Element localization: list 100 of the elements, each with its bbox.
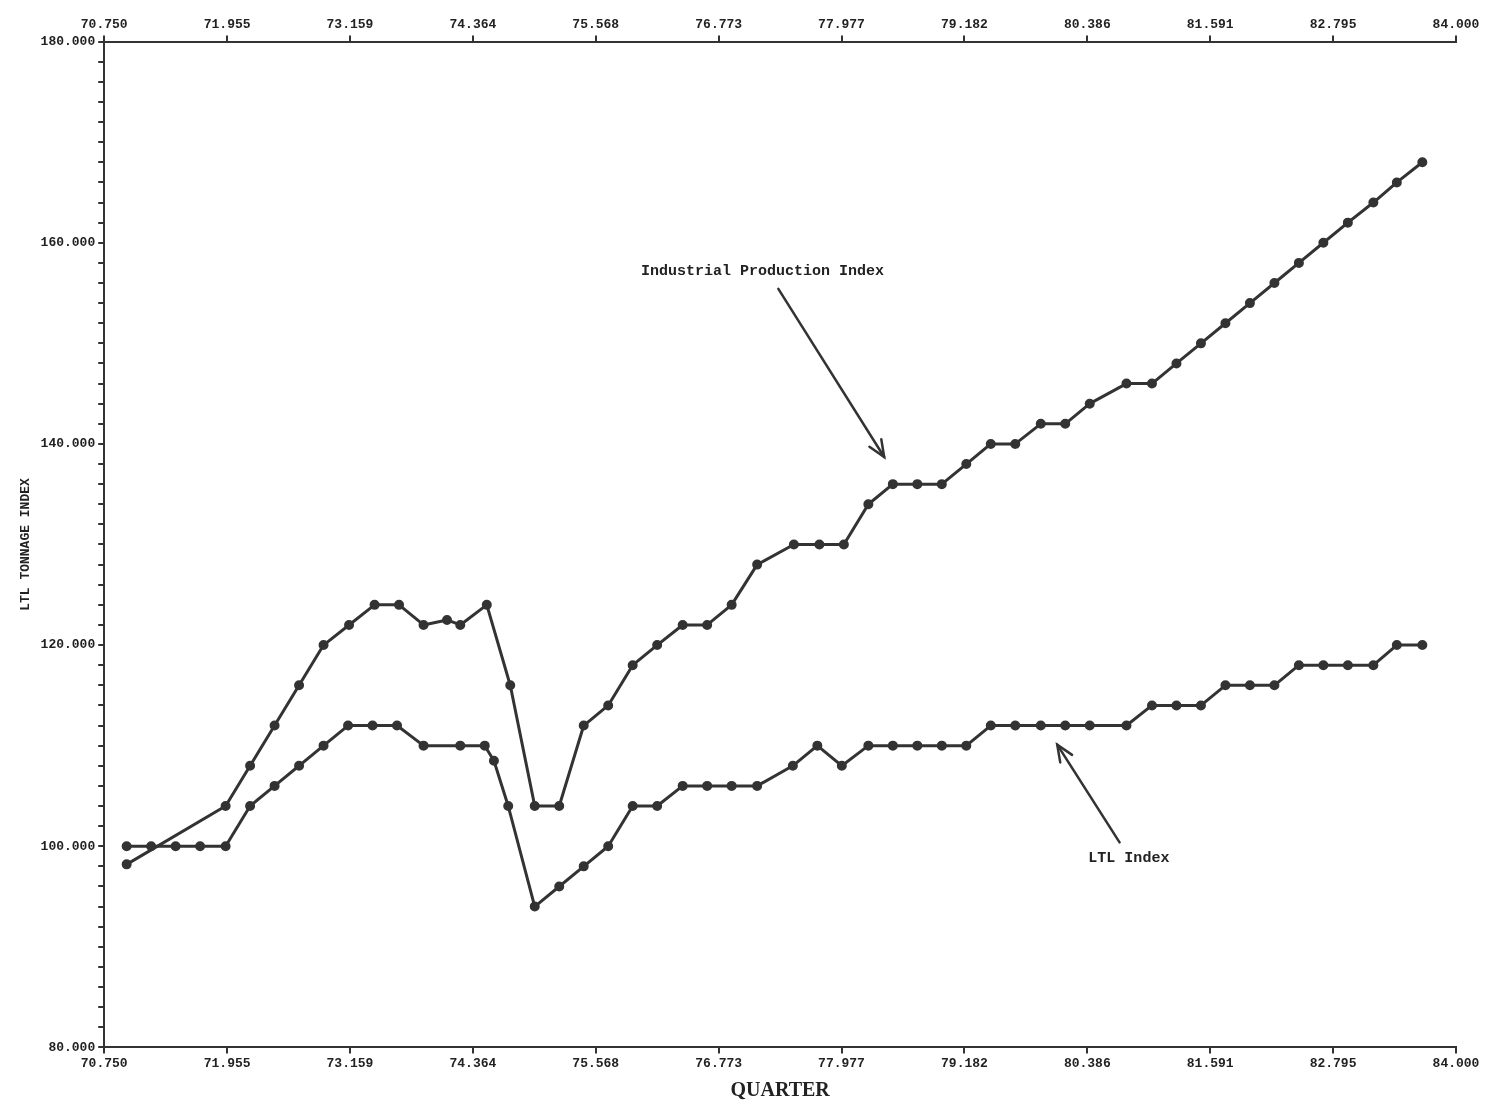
point [529, 901, 540, 912]
point [245, 801, 256, 812]
point [392, 720, 403, 731]
point [1195, 338, 1206, 349]
point [912, 740, 923, 751]
point [702, 780, 713, 791]
x2-tick-label: 73.159 [326, 17, 374, 33]
point [269, 720, 280, 731]
point [1171, 700, 1182, 711]
point [418, 740, 429, 751]
x-tick-label: 73.159 [326, 1056, 374, 1072]
point [836, 760, 847, 771]
point [1391, 177, 1402, 188]
point [677, 780, 688, 791]
point [752, 559, 763, 570]
x-tick-label: 75.568 [572, 1056, 620, 1072]
point [1084, 398, 1095, 409]
point [863, 740, 874, 751]
x2-tick-label: 71.955 [203, 17, 251, 33]
point [752, 780, 763, 791]
x2-tick-label: 77.977 [818, 17, 865, 33]
point [318, 640, 329, 651]
x-tick-label: 77.977 [818, 1056, 865, 1072]
point [1342, 217, 1353, 228]
point [121, 859, 132, 870]
point [1293, 660, 1304, 671]
point [318, 740, 329, 751]
y-tick-label: 160.000 [40, 235, 96, 251]
point [961, 459, 972, 470]
point [1010, 720, 1021, 731]
y-tick-label: 80.000 [48, 1039, 96, 1055]
point [887, 740, 898, 751]
point [1220, 318, 1231, 329]
point [1417, 640, 1428, 651]
point [1060, 418, 1071, 429]
point [220, 841, 231, 852]
point [578, 720, 589, 731]
x2-tick-label: 82.795 [1309, 17, 1357, 33]
point [961, 740, 972, 751]
annotation: LTL Index [1088, 850, 1170, 868]
point [529, 801, 540, 812]
x2-tick-label: 81.591 [1186, 17, 1234, 33]
point [936, 740, 947, 751]
x-tick-label: 70.750 [80, 1056, 128, 1072]
point [1368, 197, 1379, 208]
point [195, 841, 206, 852]
x2-tick-label: 74.364 [449, 17, 497, 33]
point [578, 861, 589, 872]
point [455, 740, 466, 751]
point [788, 539, 799, 550]
point [627, 801, 638, 812]
x2-tick-label: 75.568 [572, 17, 620, 33]
point [1121, 720, 1132, 731]
point [1244, 680, 1255, 691]
point [603, 841, 614, 852]
point [1244, 298, 1255, 309]
point [1195, 700, 1206, 711]
point [442, 614, 452, 625]
y-tick-label: 120.000 [40, 637, 96, 653]
point [481, 599, 492, 610]
point [1318, 237, 1329, 248]
point [936, 479, 947, 490]
point [677, 619, 688, 630]
point [394, 599, 405, 610]
point [503, 801, 514, 812]
x2-tick-label: 84.000 [1432, 17, 1480, 33]
point [887, 479, 898, 490]
point [1060, 720, 1071, 731]
point [812, 740, 823, 751]
point [367, 720, 378, 731]
point [369, 599, 380, 610]
point [838, 539, 849, 550]
x-tick-label: 79.182 [941, 1056, 989, 1072]
x-axis-title: QUARTER [730, 1078, 831, 1101]
point [1368, 660, 1379, 671]
point [1293, 257, 1304, 268]
point [1146, 700, 1157, 711]
point [1121, 378, 1132, 389]
point [344, 619, 355, 630]
point [269, 780, 280, 791]
point [294, 760, 305, 771]
x-tick-label: 76.773 [695, 1056, 743, 1072]
x-tick-label: 84.000 [1432, 1056, 1480, 1072]
point [1318, 660, 1329, 671]
point [1417, 157, 1428, 168]
point [170, 841, 181, 852]
point [1035, 720, 1046, 731]
point [1269, 680, 1280, 691]
point [1171, 358, 1182, 369]
x-tick-label: 82.795 [1309, 1056, 1357, 1072]
point [863, 499, 874, 510]
x-tick-label: 80.386 [1063, 1056, 1111, 1072]
y-tick-label: 140.000 [40, 436, 96, 452]
point [652, 801, 663, 812]
point [603, 700, 614, 711]
point [985, 438, 996, 449]
point [554, 801, 565, 812]
point [1084, 720, 1095, 731]
y-axis-title: LTL TONNAGE INDEX [18, 477, 34, 611]
point [245, 760, 256, 771]
